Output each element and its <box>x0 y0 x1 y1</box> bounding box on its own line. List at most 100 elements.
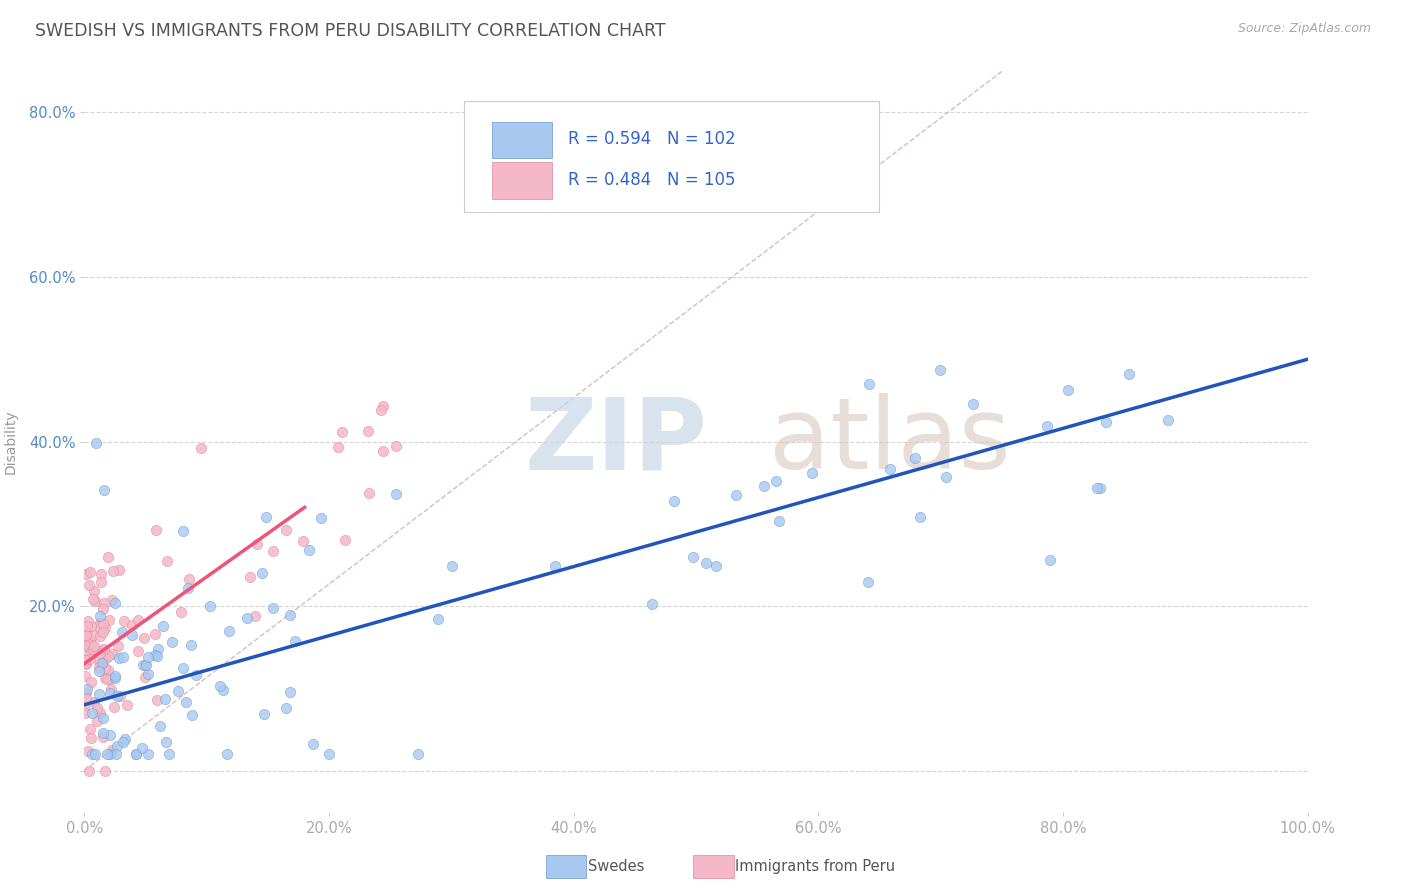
Point <box>75 669 97 683</box>
Point <box>97 664 120 678</box>
Point <box>77 641 100 656</box>
Point <box>134 631 156 645</box>
Text: ZIP: ZIP <box>524 393 707 490</box>
Point <box>765 474 787 488</box>
Point <box>371 444 394 458</box>
Point <box>77 578 100 592</box>
Point <box>145 693 167 707</box>
Point <box>172 524 194 539</box>
Point <box>100 743 122 757</box>
Point <box>91 711 114 725</box>
Point <box>962 397 984 411</box>
Point <box>79 722 101 736</box>
Point <box>136 747 159 761</box>
Point <box>262 601 284 615</box>
Text: R = 0.484   N = 105: R = 0.484 N = 105 <box>568 171 735 189</box>
Point <box>156 554 179 568</box>
Point <box>86 701 108 715</box>
Point <box>136 667 159 681</box>
Point <box>1095 415 1118 429</box>
Point <box>108 563 131 577</box>
Point <box>76 626 98 640</box>
Text: Swedes: Swedes <box>588 859 644 873</box>
Y-axis label: Disability: Disability <box>4 409 18 474</box>
Point <box>127 613 149 627</box>
Text: Source: ZipAtlas.com: Source: ZipAtlas.com <box>1237 22 1371 36</box>
Point <box>208 680 231 694</box>
Point <box>177 572 200 586</box>
Point <box>104 596 127 610</box>
Point <box>79 565 101 579</box>
Point <box>326 441 349 455</box>
Point <box>134 670 156 684</box>
Point <box>79 635 101 649</box>
FancyBboxPatch shape <box>492 121 551 158</box>
Point <box>929 363 952 377</box>
Point <box>89 646 111 660</box>
Point <box>935 470 957 484</box>
Point <box>143 648 166 662</box>
Point <box>136 649 159 664</box>
Text: atlas: atlas <box>769 393 1011 490</box>
Point <box>80 648 103 662</box>
Point <box>94 764 117 778</box>
Point <box>121 618 143 632</box>
Point <box>82 641 104 656</box>
Point <box>879 462 901 476</box>
Point <box>91 625 114 640</box>
Point <box>93 642 115 657</box>
Point <box>104 669 127 683</box>
Point <box>246 537 269 551</box>
Point <box>218 624 240 638</box>
Point <box>84 747 107 761</box>
Point <box>75 567 97 582</box>
Point <box>125 747 148 761</box>
Point <box>112 614 135 628</box>
Point <box>91 602 114 616</box>
Point <box>146 642 169 657</box>
Point <box>245 609 267 624</box>
Point <box>662 494 685 508</box>
Point <box>75 628 97 642</box>
Point <box>160 635 183 649</box>
Point <box>76 614 98 628</box>
Point <box>166 684 188 698</box>
Point <box>82 627 104 641</box>
Point <box>278 607 301 622</box>
Point <box>75 657 97 671</box>
Point <box>333 533 356 548</box>
Point <box>97 549 120 564</box>
Point <box>79 731 101 746</box>
Point <box>172 661 194 675</box>
Point <box>215 747 238 761</box>
Point <box>278 685 301 699</box>
Point <box>252 566 274 581</box>
Point <box>157 747 180 761</box>
Point <box>1039 553 1062 567</box>
Point <box>83 695 105 709</box>
Point <box>75 706 97 720</box>
Point <box>180 707 202 722</box>
Point <box>104 671 127 685</box>
Point <box>1157 413 1180 427</box>
Text: SWEDISH VS IMMIGRANTS FROM PERU DISABILITY CORRELATION CHART: SWEDISH VS IMMIGRANTS FROM PERU DISABILI… <box>35 22 666 40</box>
Point <box>87 664 110 678</box>
FancyBboxPatch shape <box>492 162 551 199</box>
Point <box>170 605 193 619</box>
Point <box>91 616 114 631</box>
Point <box>903 451 925 466</box>
Point <box>107 639 129 653</box>
Point <box>73 653 96 667</box>
Point <box>284 634 307 648</box>
Point <box>155 735 177 749</box>
Point <box>385 439 408 453</box>
Point <box>236 610 259 624</box>
Point <box>76 681 98 696</box>
Point <box>89 616 111 631</box>
Point <box>127 644 149 658</box>
Point <box>90 566 112 581</box>
Point <box>96 672 118 686</box>
Point <box>76 619 98 633</box>
Point <box>262 544 284 558</box>
Point <box>768 514 790 528</box>
